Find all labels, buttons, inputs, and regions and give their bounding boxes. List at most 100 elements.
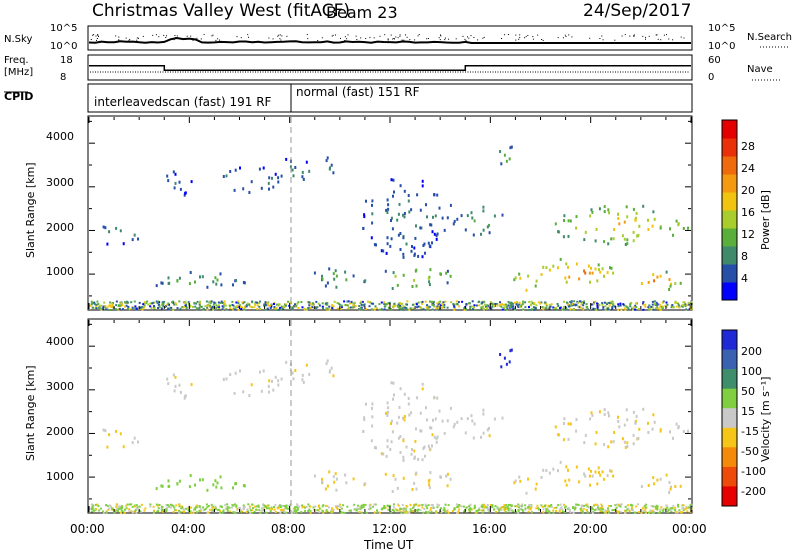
nsky-dot [152,34,154,36]
nsky-dot [142,35,144,37]
echo-cell [413,246,416,250]
echo-cell [589,483,591,487]
ground-scatter-cell [569,308,572,311]
ground-scatter-cell [98,307,101,309]
echo-cell [480,435,482,439]
ground-scatter-cell [354,305,357,307]
ground-scatter-cell [217,304,220,307]
echo-cell [590,208,593,212]
echo-cell [642,407,645,411]
ground-scatter-cell [610,302,612,304]
nsky-dot [96,39,97,41]
echo-cell [386,445,389,449]
ground-scatter-cell [332,509,335,511]
ground-scatter-cell [166,504,169,507]
ground-scatter-cell [401,503,404,506]
echo-cell [428,486,431,490]
ground-scatter-cell [131,505,134,508]
echo-cell [199,275,201,279]
echo-cell [166,377,169,381]
echo-cell [365,199,367,203]
ground-scatter-cell [405,504,408,507]
nsky-dot [444,39,446,41]
ground-scatter-cell [648,307,651,310]
echo-cell [370,236,373,240]
echo-cell [161,484,164,488]
echo-cell [675,422,678,426]
ground-scatter-cell [477,509,480,512]
echo-cell [430,426,433,430]
ground-scatter-cell [378,308,381,311]
echo-cell [122,242,125,246]
nsky-dot [136,39,138,41]
ground-scatter-cell [655,301,658,304]
ground-scatter-cell [91,302,94,305]
echo-cell [453,422,456,426]
ground-scatter-cell [341,511,344,514]
echo-cell [590,266,592,270]
echo-cell [425,203,427,207]
ground-scatter-cell [340,306,343,309]
echo-cell [415,487,418,491]
ground-scatter-cell [431,308,434,311]
nsky-dot [465,39,467,41]
velocity-ytick-3000: 3000 [46,380,74,393]
ground-scatter-cell [171,504,173,507]
echo-cell [313,474,316,478]
echo-cell [371,415,374,419]
ground-scatter-cell [307,503,310,506]
ground-scatter-cell [553,507,556,509]
echo-cell [391,430,394,434]
ground-scatter-cell [340,304,343,307]
ground-scatter-cell [484,303,486,306]
ground-scatter-cell [98,305,101,307]
ground-scatter-cell [474,308,477,311]
ground-scatter-cell [153,305,155,307]
ground-scatter-cell [210,300,213,303]
echo-cell [636,437,639,441]
ground-scatter-cell [569,511,572,514]
echo-cell [397,436,400,440]
ground-scatter-cell [607,507,609,510]
echo-cell [446,269,449,273]
ground-scatter-cell [522,510,525,513]
ground-scatter-cell [427,305,430,308]
ground-scatter-cell [619,510,622,513]
echo-cell [410,452,413,456]
ground-scatter-cell [139,510,142,513]
ground-scatter-cell [387,302,390,305]
ground-scatter-cell [109,309,112,311]
ground-scatter-cell [481,504,484,507]
ground-scatter-cell [172,510,175,513]
ground-scatter-cell [524,306,527,309]
echo-cell [345,481,348,485]
ground-scatter-cell [486,504,489,506]
echo-cell [456,217,459,221]
nsky-dot [648,35,650,37]
ground-scatter-cell [656,508,659,511]
ground-scatter-cell [399,302,402,305]
echo-cell [651,224,654,228]
ground-scatter-cell [315,300,318,303]
ground-scatter-cell [637,511,640,513]
echo-cell [596,482,599,486]
ground-scatter-cell [372,505,375,508]
freq-line [89,65,691,71]
ground-scatter-cell [441,303,443,306]
power-cbar-tick-20: 20 [741,184,755,197]
ground-scatter-cell [309,509,312,512]
echo-cell [417,457,420,461]
echo-cell [625,205,628,209]
ground-scatter-cell [690,300,693,303]
echo-cell [176,279,179,283]
echo-cell [206,488,209,492]
echo-cell [480,232,482,236]
ground-scatter-cell [545,303,548,306]
ground-scatter-cell [465,308,468,311]
vel-cbar-tick-100: 100 [741,365,762,378]
ground-scatter-cell [628,509,631,512]
echo-cell [436,396,439,400]
echo-cell [652,273,655,277]
ground-scatter-cell [363,303,366,306]
ground-scatter-cell [591,303,594,306]
